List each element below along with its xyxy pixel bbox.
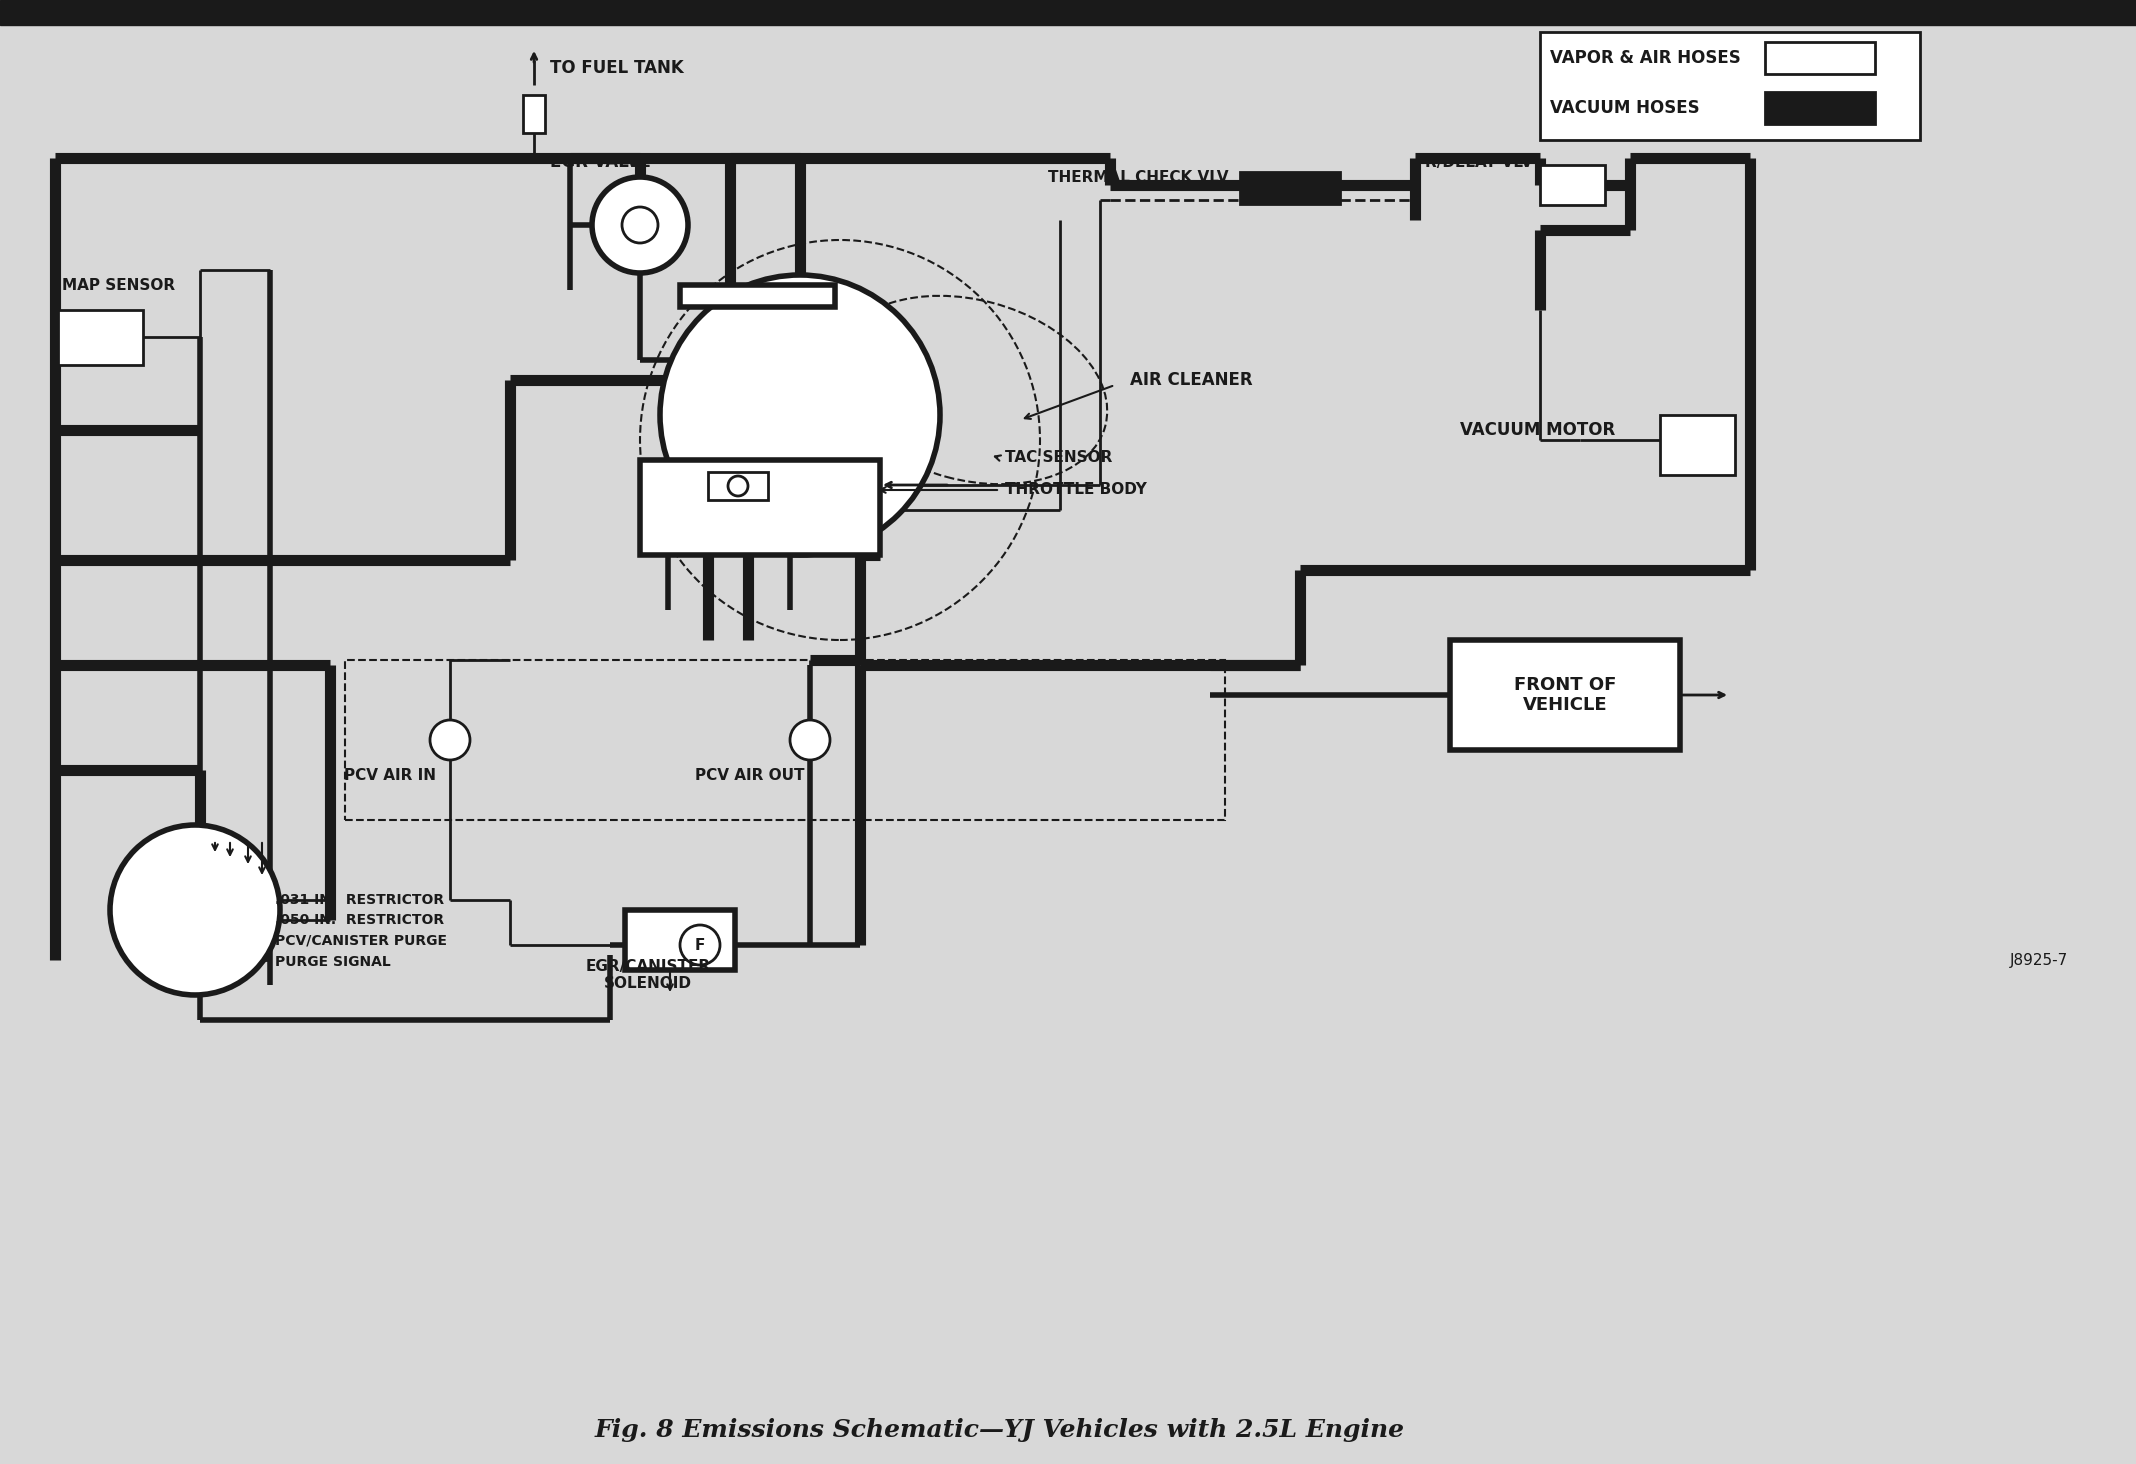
Text: Fig. 8 Emissions Schematic—YJ Vehicles with 2.5L Engine: Fig. 8 Emissions Schematic—YJ Vehicles w… (596, 1419, 1405, 1442)
Bar (1540, 32, 1920, 141)
Bar (707, 471, 769, 501)
Text: EGR VALVE: EGR VALVE (549, 154, 651, 171)
Bar (1660, 414, 1734, 474)
Bar (523, 95, 545, 133)
Text: EGR/CANISTER
SOLENOID: EGR/CANISTER SOLENOID (585, 959, 711, 991)
Text: VACUUM HOSES: VACUUM HOSES (1551, 100, 1700, 117)
Circle shape (728, 476, 748, 496)
Text: .050 IN.  RESTRICTOR: .050 IN. RESTRICTOR (276, 914, 444, 927)
Text: R/DELAY VLV: R/DELAY VLV (1425, 155, 1534, 170)
Circle shape (429, 720, 470, 760)
Circle shape (660, 275, 940, 555)
Text: THERMAL CHECK VLV: THERMAL CHECK VLV (1049, 170, 1228, 186)
Text: PCV AIR OUT: PCV AIR OUT (694, 767, 805, 782)
Circle shape (679, 925, 720, 965)
Text: PCV/CANISTER PURGE: PCV/CANISTER PURGE (276, 933, 446, 947)
Bar (641, 460, 880, 555)
Text: MAP SENSOR: MAP SENSOR (62, 278, 175, 293)
Text: TO FUEL TANK: TO FUEL TANK (549, 59, 684, 78)
Bar (0, 0, 2136, 25)
Text: TAC SENSOR: TAC SENSOR (1006, 451, 1113, 466)
Circle shape (109, 826, 280, 996)
Circle shape (790, 720, 831, 760)
Text: F: F (694, 937, 705, 953)
Bar (1540, 165, 1604, 205)
Text: VAPOR & AIR HOSES: VAPOR & AIR HOSES (1551, 48, 1741, 67)
Bar (626, 911, 735, 971)
Text: AIR CLEANER: AIR CLEANER (1130, 370, 1252, 389)
Bar (58, 310, 143, 365)
Circle shape (622, 206, 658, 243)
Bar (679, 285, 835, 307)
Text: .031 IN.  RESTRICTOR: .031 IN. RESTRICTOR (276, 893, 444, 908)
Text: J8925-7: J8925-7 (2010, 953, 2068, 968)
Bar (1241, 171, 1339, 203)
Bar (1450, 640, 1681, 750)
Bar (1764, 92, 1875, 124)
Circle shape (592, 177, 688, 272)
Text: PCV AIR IN: PCV AIR IN (344, 767, 436, 782)
Text: VACUUM MOTOR: VACUUM MOTOR (1461, 422, 1615, 439)
Text: THROTTLE BODY: THROTTLE BODY (1006, 483, 1147, 498)
Text: PURGE SIGNAL: PURGE SIGNAL (276, 955, 391, 969)
Bar (346, 660, 1226, 820)
Bar (1764, 42, 1875, 75)
Text: FRONT OF
VEHICLE: FRONT OF VEHICLE (1514, 675, 1617, 714)
